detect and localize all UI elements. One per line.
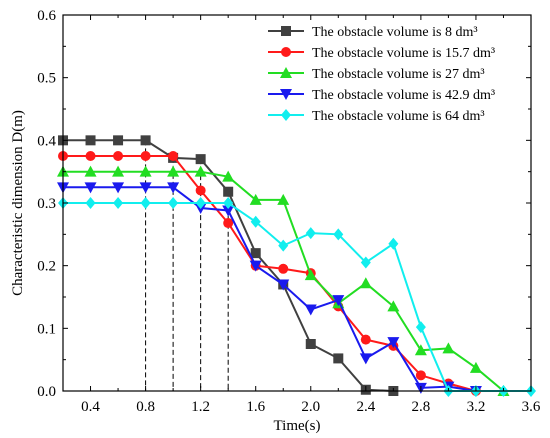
x-tick-label: 2.0 (301, 399, 320, 415)
data-point-square (113, 135, 124, 146)
data-point-triangle-up (469, 361, 482, 373)
data-point-square (333, 353, 344, 364)
axis-ticks (63, 14, 532, 392)
data-point-circle (85, 151, 96, 161)
data-point-diamond (250, 215, 261, 228)
data-point-circle (360, 334, 371, 345)
legend-label: The obstacle volume is 27 dm³ (312, 67, 485, 82)
legend-entry: The obstacle volume is 8 dm³ (268, 25, 478, 40)
legend-entry: The obstacle volume is 64 dm³ (268, 109, 485, 124)
y-tick-label: 0.2 (37, 259, 56, 275)
data-point-diamond (278, 239, 289, 252)
x-tick-label: 1.2 (191, 399, 210, 415)
legend-label: The obstacle volume is 15.7 dm³ (312, 46, 495, 61)
x-tick-label: 0.8 (136, 399, 155, 415)
data-point-triangle-down (304, 304, 317, 316)
data-point-diamond (333, 228, 344, 241)
data-point-diamond (388, 237, 399, 250)
legend-entry: The obstacle volume is 27 dm³ (268, 67, 485, 82)
data-point-square (281, 26, 291, 36)
data-point-square (85, 135, 96, 146)
data-point-diamond (223, 197, 234, 209)
data-point-circle (140, 151, 151, 161)
data-point-diamond (305, 227, 316, 240)
data-point-triangle-up (304, 269, 317, 281)
data-point-triangle-up (222, 170, 235, 182)
data-point-triangle-down (222, 205, 235, 217)
data-point-triangle-down (249, 260, 262, 272)
data-point-triangle-up (249, 193, 262, 205)
data-point-square (250, 248, 261, 259)
data-point-triangle-down (167, 182, 180, 194)
x-tick-label: 2.8 (412, 399, 431, 415)
data-point-triangle-down (387, 337, 400, 349)
legend: The obstacle volume is 8 dm³ The obstacle… (268, 25, 495, 124)
data-point-triangle-up (139, 165, 152, 177)
data-point-triangle-up (194, 165, 207, 177)
data-point-circle (281, 47, 291, 57)
data-point-triangle-down (277, 279, 290, 291)
y-tick-label: 0.4 (37, 133, 56, 149)
data-point-square (140, 135, 151, 146)
x-tick-label: 3.6 (522, 399, 541, 415)
series-line (63, 155, 477, 392)
data-point-triangle-down (332, 295, 345, 307)
y-axis-title: Characteristic dimension D(m) (10, 110, 26, 296)
data-point-circle (278, 263, 289, 274)
legend-entry: The obstacle volume is 42.9 dm³ (268, 88, 495, 103)
data-point-triangle-up (359, 277, 372, 289)
legend-label: The obstacle volume is 42.9 dm³ (312, 88, 495, 103)
data-point-triangle-down (359, 353, 372, 365)
data-point-triangle-down (84, 182, 97, 194)
series-layer (57, 135, 536, 397)
data-point-triangle-down (139, 182, 152, 194)
x-tick-label: 0.4 (81, 399, 100, 415)
data-point-triangle-up (167, 165, 180, 177)
y-tick-label: 0.5 (37, 71, 56, 87)
x-tick-label: 3.2 (467, 399, 486, 415)
data-point-triangle-up (387, 300, 400, 312)
x-tick-label: 1.6 (246, 399, 265, 415)
series-4 (57, 182, 482, 397)
data-point-triangle-up (442, 342, 455, 354)
data-point-triangle-down (112, 182, 125, 194)
data-point-circle (195, 185, 206, 196)
data-point-triangle-up (414, 344, 427, 356)
data-point-diamond (168, 197, 179, 209)
data-point-circle (415, 370, 426, 381)
data-point-square (223, 186, 234, 197)
data-point-triangle-down (280, 89, 292, 100)
data-point-diamond (415, 321, 426, 334)
data-point-triangle-up (84, 165, 97, 177)
data-point-circle (223, 218, 234, 229)
series-line (63, 186, 477, 392)
x-tick-label: 2.4 (356, 399, 375, 415)
y-tick-label: 0.0 (37, 384, 56, 400)
legend-entry: The obstacle volume is 15.7 dm³ (268, 46, 495, 61)
data-point-triangle-up (112, 165, 125, 177)
data-point-circle (168, 151, 179, 161)
x-axis-title: Time(s) (274, 418, 321, 434)
y-tick-label: 0.3 (37, 196, 56, 212)
tick-labels: 0.4 0.8 1.2 1.6 2.0 2.4 2.8 3.2 3.6 0.0 0.1 0.2 0.3 0… (37, 8, 541, 415)
data-point-diamond (281, 109, 291, 121)
data-point-diamond (85, 197, 96, 209)
data-point-diamond (113, 197, 124, 209)
data-point-triangle-up (280, 67, 292, 78)
y-tick-label: 0.1 (37, 321, 56, 337)
y-tick-label: 0.6 (37, 8, 56, 24)
data-point-diamond (360, 256, 371, 269)
data-point-square (305, 339, 316, 349)
data-point-circle (113, 151, 124, 161)
data-point-triangle-up (277, 193, 290, 205)
data-point-diamond (140, 197, 151, 209)
legend-label: The obstacle volume is 8 dm³ (312, 25, 478, 40)
data-point-diamond (195, 197, 206, 209)
legend-label: The obstacle volume is 64 dm³ (312, 109, 485, 124)
data-point-square (195, 154, 206, 165)
